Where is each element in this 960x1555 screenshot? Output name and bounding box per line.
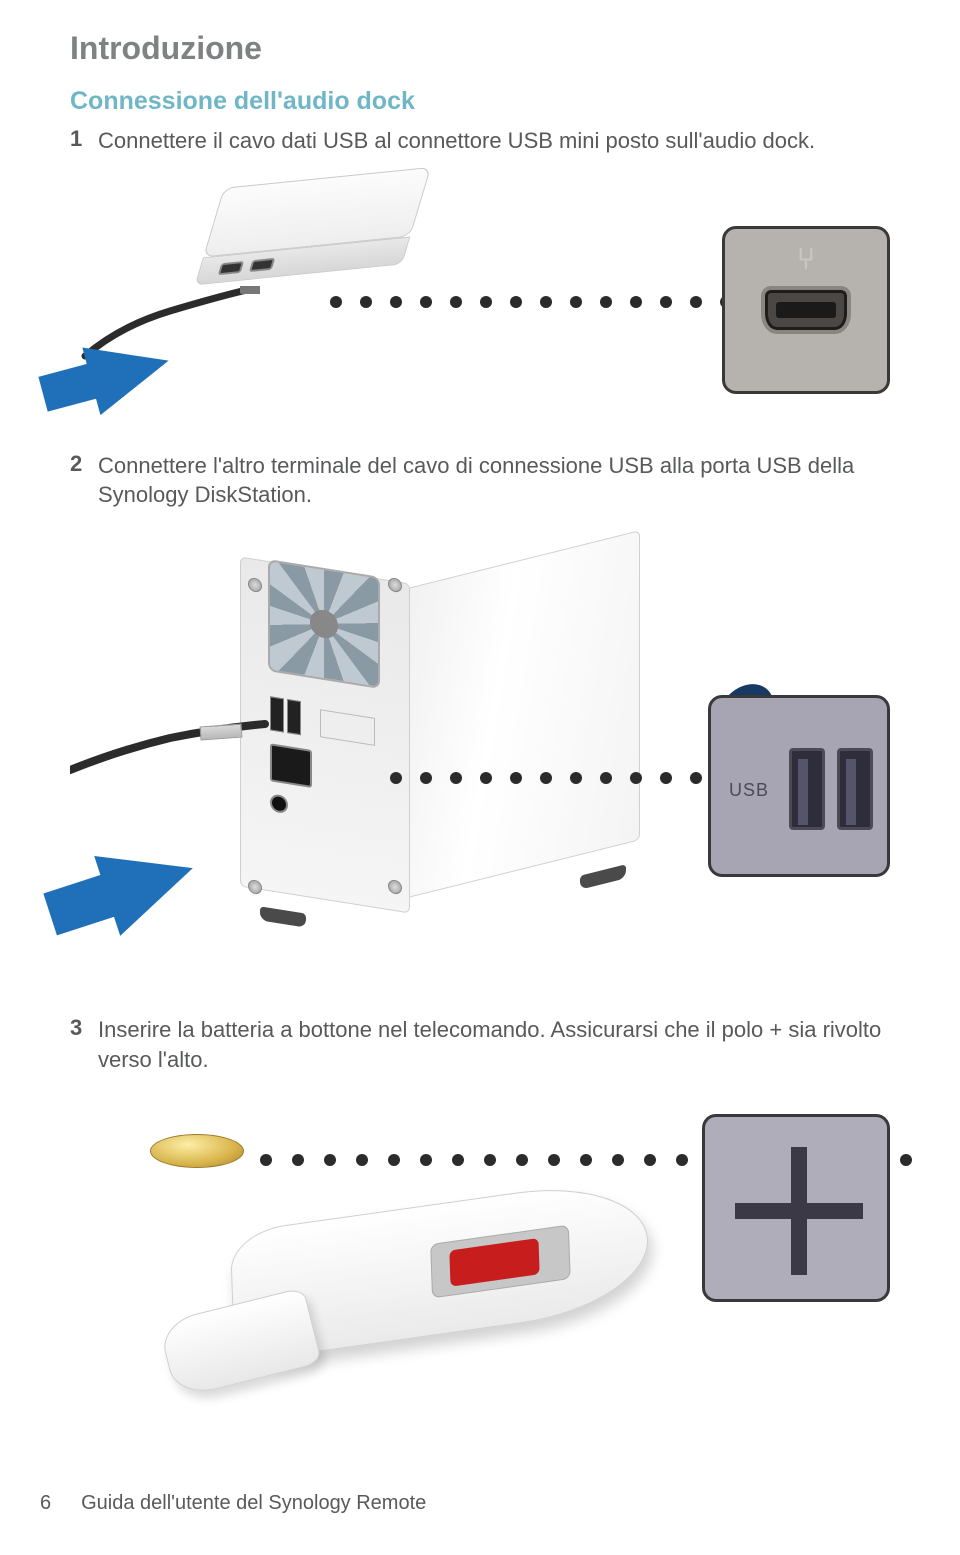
page-footer: 6 Guida dell'utente del Synology Remote [40, 1492, 426, 1515]
usb-trident-icon: ⑂ [797, 243, 815, 277]
usb-a-port-icon [789, 748, 825, 830]
coin-battery-illustration [150, 1134, 244, 1168]
battery-slot-icon [430, 1225, 571, 1299]
usb-label: USB [729, 780, 769, 801]
footer-title: Guida dell'utente del Synology Remote [81, 1492, 426, 1515]
section-title: Introduzione [70, 30, 890, 67]
figure-2: Synology USB [70, 520, 890, 990]
step-3-number: 3 [70, 1015, 98, 1074]
step-3: 3 Inserire la batteria a bottone nel tel… [70, 1015, 890, 1074]
fan-icon [268, 559, 380, 689]
step-2-number: 2 [70, 451, 98, 510]
arrow-icon [94, 828, 206, 936]
step-2: 2 Connettere l'altro terminale del cavo … [70, 451, 890, 510]
step-1: 1 Connettere il cavo dati USB al connett… [70, 126, 890, 156]
plus-icon [791, 1147, 807, 1275]
step-1-number: 1 [70, 126, 98, 156]
plus-pole-callout [702, 1114, 890, 1302]
step-2-text: Connettere l'altro terminale del cavo di… [98, 451, 890, 510]
step-1-text: Connettere il cavo dati USB al connettor… [98, 126, 815, 156]
page-content: Introduzione Connessione dell'audio dock… [0, 0, 960, 1404]
subsection-title: Connessione dell'audio dock [70, 87, 890, 116]
remote-cover-illustration [158, 1287, 322, 1399]
usb-mini-callout: ⑂ [722, 226, 890, 394]
figure-1: ⑂ [70, 166, 890, 426]
figure-3 [70, 1084, 890, 1404]
usb-mini-port-icon [761, 286, 851, 334]
diskstation-illustration: Synology [240, 540, 600, 920]
nas-ports [270, 696, 380, 853]
step-3-text: Inserire la batteria a bottone nel telec… [98, 1015, 890, 1074]
page-number: 6 [40, 1492, 51, 1515]
usb-a-port-icon [837, 748, 873, 830]
usb-a-callout: USB [708, 695, 890, 877]
